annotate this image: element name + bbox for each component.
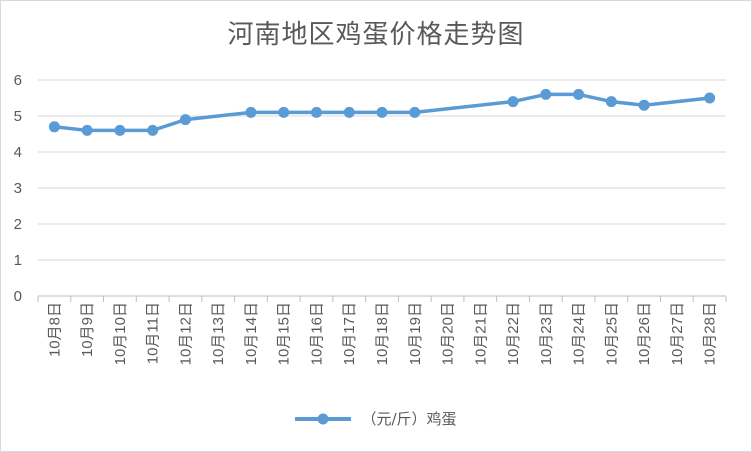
legend-label: （元/斤）鸡蛋	[361, 410, 457, 428]
x-tick-label: 10月26日	[636, 302, 653, 365]
legend-line-marker-icon	[295, 413, 352, 424]
x-tick-label: 10月11日	[145, 302, 162, 364]
x-tick-label: 10月20日	[440, 302, 457, 365]
x-tick-label: 10月8日	[46, 302, 63, 357]
x-tick-label: 10月13日	[210, 302, 227, 365]
x-tick-label: 10月12日	[177, 302, 194, 365]
y-tick-label: 2	[14, 216, 22, 233]
x-tick-label: 10月19日	[407, 302, 424, 365]
x-tick-label: 10月25日	[603, 302, 620, 365]
data-point	[245, 106, 257, 118]
x-tick-label: 10月21日	[472, 302, 489, 365]
data-point	[573, 88, 585, 100]
x-tick-label: 10月14日	[243, 302, 260, 365]
y-tick-label: 3	[14, 180, 22, 197]
chart-title: 河南地区鸡蛋价格走势图	[227, 20, 525, 50]
data-point	[376, 106, 388, 118]
x-tick-label: 10月28日	[702, 302, 719, 365]
data-point	[278, 106, 290, 118]
x-tick-label: 10月27日	[669, 302, 686, 365]
data-point	[310, 106, 322, 118]
data-point	[605, 96, 617, 108]
data-point	[179, 114, 191, 126]
y-tick-label: 6	[14, 72, 22, 89]
data-point	[507, 96, 519, 108]
x-tick-label: 10月22日	[505, 302, 522, 365]
x-tick-label: 10月16日	[308, 302, 325, 365]
y-tick-label: 5	[14, 108, 22, 125]
axes: 0 1 2 3 4 5 6 10月8日 10月9日 10月10日 10月11日 10月12日 10月13…	[14, 72, 727, 365]
x-tick-label: 10月15日	[276, 302, 293, 365]
data-point	[343, 106, 355, 118]
legend: （元/斤）鸡蛋	[0, 408, 752, 429]
data-point	[704, 92, 716, 104]
data-point	[147, 124, 159, 136]
x-tick-label: 10月24日	[571, 302, 588, 365]
y-tick-label: 4	[14, 144, 22, 161]
data-point	[48, 121, 60, 133]
data-point	[638, 99, 650, 111]
y-tick-label: 1	[14, 252, 22, 269]
data-points	[48, 88, 716, 136]
x-tick-label: 10月10日	[112, 302, 129, 365]
x-tick-label: 10月9日	[79, 302, 96, 357]
x-tick-label: 10月23日	[538, 302, 555, 365]
data-point	[114, 124, 126, 136]
data-point	[409, 106, 421, 118]
x-tick-label: 10月18日	[374, 302, 391, 365]
data-point	[81, 124, 93, 136]
y-tick-label: 0	[14, 288, 22, 305]
data-point	[540, 88, 552, 100]
x-tick-label: 10月17日	[341, 302, 358, 365]
